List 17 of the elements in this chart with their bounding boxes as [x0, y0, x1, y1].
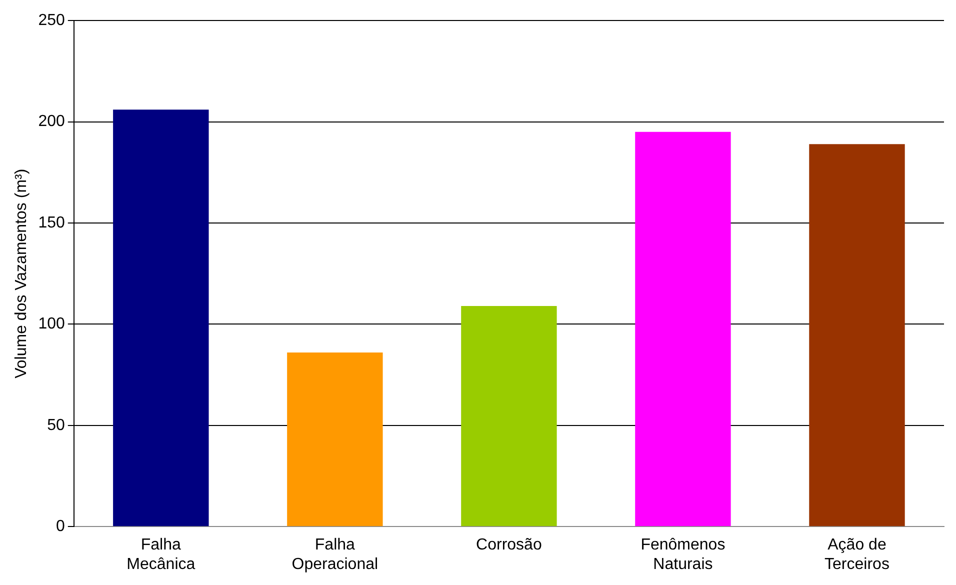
y-tick-label: 200 [38, 113, 65, 130]
x-tick-label: Falha Operacional [292, 536, 378, 573]
x-tick-label: Corrosão [476, 536, 542, 554]
x-tick-label: Ação de Terceiros [824, 536, 890, 573]
bar [809, 144, 905, 526]
bar [287, 352, 383, 526]
y-tick-label: 150 [38, 214, 65, 232]
bar [461, 306, 557, 526]
y-tick-label: 100 [38, 316, 65, 333]
y-tick-label: 0 [56, 518, 65, 536]
bar [635, 132, 731, 526]
x-tick-label: Falha Mecânica [126, 536, 196, 573]
x-tick-label: Fenômenos Naturais [640, 536, 726, 573]
y-axis-title: Volume dos Vazamentos (m³) [13, 168, 30, 378]
bar [113, 110, 209, 526]
y-tick-label: 50 [47, 416, 65, 434]
y-tick-label: 250 [38, 12, 65, 30]
